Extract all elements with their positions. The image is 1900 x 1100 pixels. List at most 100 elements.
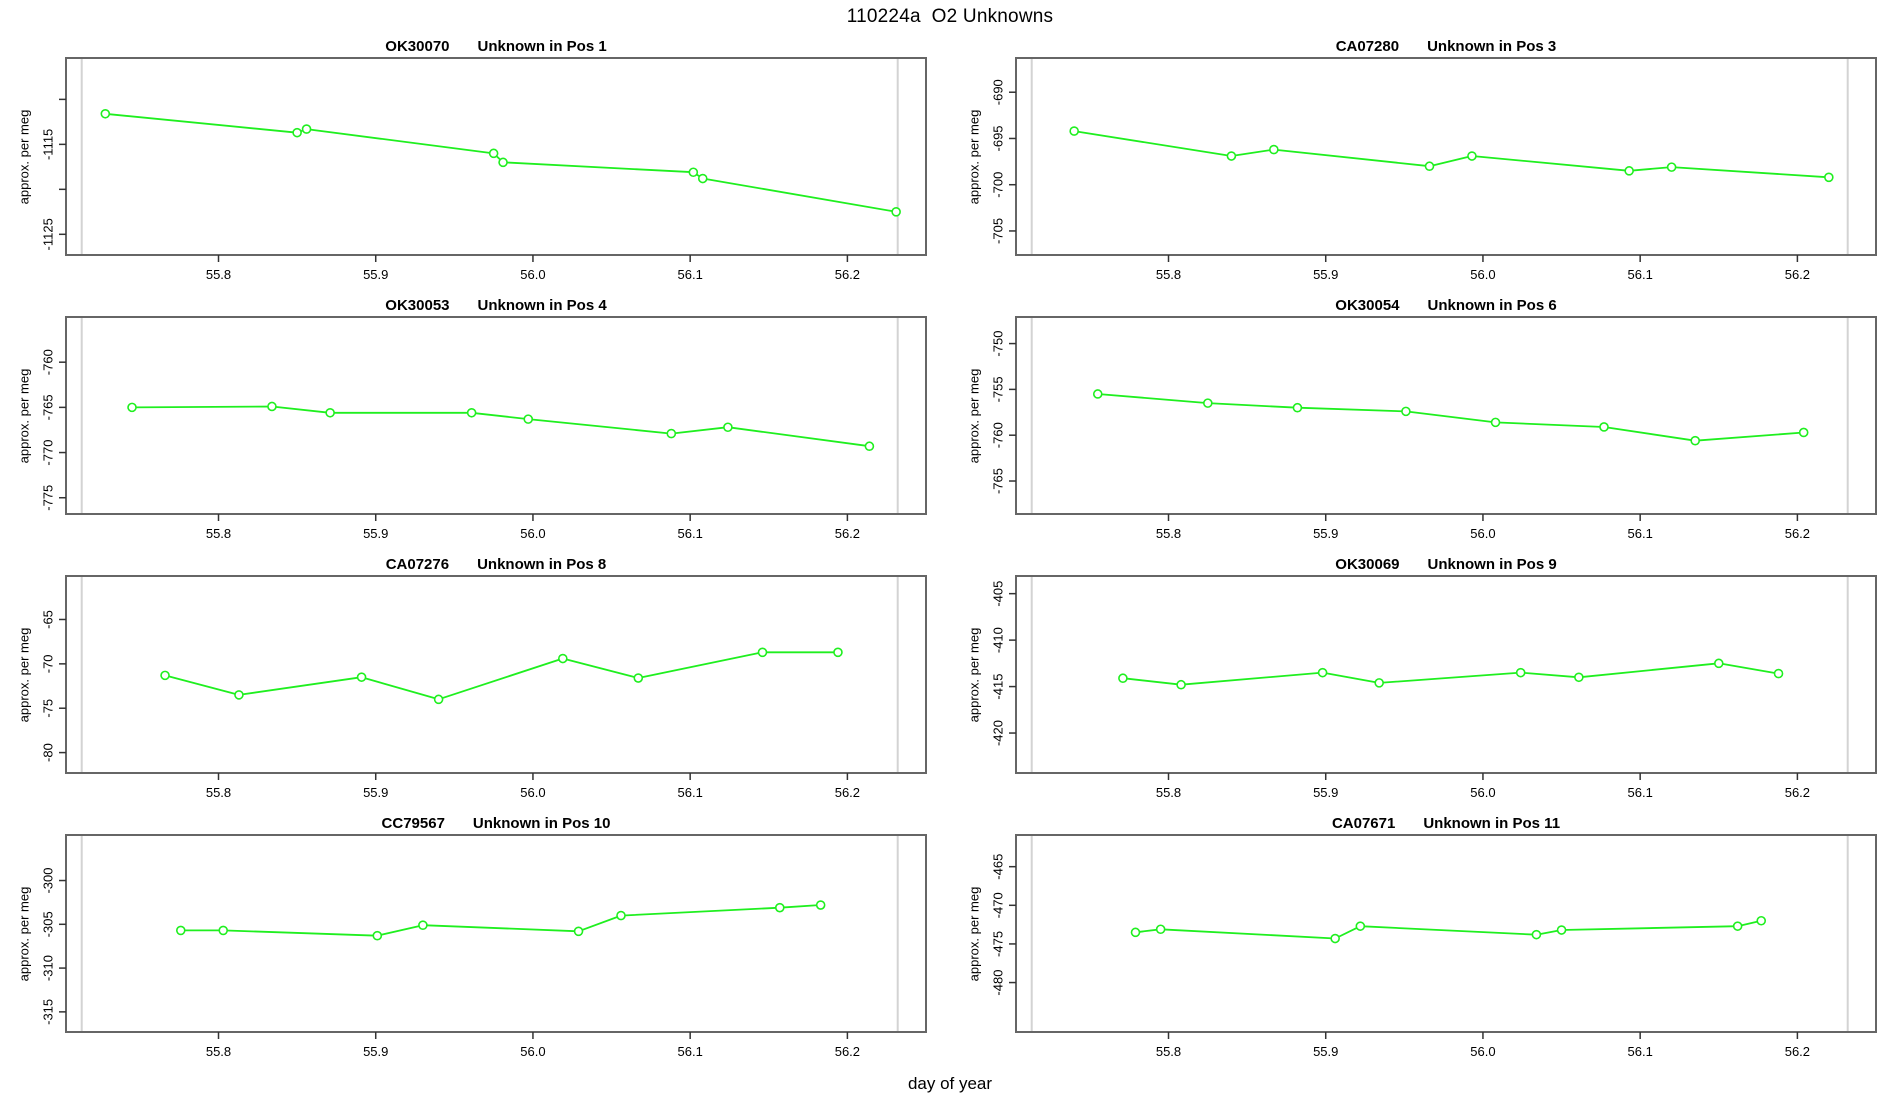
y-tick-label: -420	[991, 720, 1006, 746]
data-point	[325, 407, 335, 418]
y-tick-label: -1125	[41, 218, 56, 250]
data-point	[498, 157, 508, 168]
data-point	[1374, 678, 1384, 688]
y-tick-label: -465	[991, 854, 1006, 880]
data-point	[1226, 151, 1237, 161]
plot-title: OK30054 Unknown in Pos 6	[1016, 295, 1876, 316]
series-line	[1074, 130, 1829, 179]
data-point	[1317, 667, 1328, 678]
data-point	[688, 167, 699, 178]
data-point	[1424, 161, 1435, 172]
sample-id: OK30053	[385, 297, 450, 314]
x-tick-label: 56.1	[678, 785, 703, 800]
y-tick-label: -760	[991, 422, 1006, 448]
sample-id: CA07280	[1335, 38, 1400, 55]
data-point	[1490, 417, 1501, 428]
data-point	[356, 672, 367, 682]
x-tick-label: 55.9	[1313, 526, 1338, 541]
data-point	[466, 407, 477, 418]
series-line	[1097, 393, 1804, 442]
sample-id: CC79567	[381, 815, 445, 832]
subplot-ok30069-pos9: OK30069 Unknown in Pos 9 approx. per meg …	[950, 554, 1900, 813]
plot-box	[65, 316, 927, 515]
plot-title: CA07671 Unknown in Pos 11	[1016, 813, 1876, 834]
series-line	[1135, 919, 1762, 940]
sample-id: OK30069	[1335, 556, 1400, 573]
data-point	[523, 414, 534, 424]
x-tick-label: 56.1	[678, 526, 703, 541]
data-point	[558, 653, 568, 664]
sample-id: CA07671	[1331, 815, 1396, 832]
x-tick-label: 56.1	[1628, 267, 1653, 282]
plot-box	[65, 834, 927, 1033]
data-point	[633, 673, 644, 683]
x-tick-label: 55.9	[1313, 785, 1338, 800]
x-tick-label: 56.2	[835, 1044, 860, 1059]
x-tick-label: 55.9	[363, 785, 388, 800]
data-point	[1531, 929, 1542, 940]
x-tick-label: 55.9	[363, 267, 388, 282]
x-tick-label: 55.8	[1156, 267, 1181, 282]
x-tick-label: 55.9	[363, 526, 388, 541]
data-point	[757, 647, 768, 658]
plot-title: OK30069 Unknown in Pos 9	[1016, 554, 1876, 575]
y-tick-label: -405	[991, 581, 1006, 607]
plot-box	[1015, 57, 1877, 256]
x-tick-label: 56.2	[1785, 267, 1810, 282]
y-axis-label: approx. per meg	[966, 886, 982, 982]
x-tick-label: 56.0	[520, 785, 545, 800]
y-tick-label: -770	[41, 440, 56, 466]
data-point	[1624, 166, 1634, 176]
data-point	[1798, 427, 1809, 438]
plot-grid: OK30070 Unknown in Pos 1 approx. per meg …	[0, 36, 1900, 1072]
x-tick-label: 56.2	[835, 785, 860, 800]
x-tick-label: 56.0	[1470, 267, 1495, 282]
data-point	[1690, 435, 1700, 446]
pos-label: Unknown in Pos 10	[472, 815, 611, 832]
data-point	[267, 401, 277, 412]
main-title: 110224a O2 Unknowns	[846, 6, 1054, 27]
pos-label: Unknown in Pos 6	[1427, 297, 1557, 314]
series-line	[164, 651, 838, 701]
x-tick-label: 55.8	[206, 1044, 231, 1059]
series-line	[131, 405, 870, 448]
data-point	[127, 402, 137, 413]
y-tick-label: -65	[41, 610, 56, 629]
data-point	[666, 428, 677, 439]
y-tick-label: -410	[991, 627, 1006, 653]
data-point	[864, 441, 875, 452]
y-axis-label: approx. per meg	[966, 368, 982, 464]
subplot-ok30053-pos4: OK30053 Unknown in Pos 4 approx. per meg …	[0, 295, 950, 554]
y-tick-label: -690	[991, 79, 1006, 105]
x-tick-label: 55.8	[1156, 526, 1181, 541]
x-tick-label: 56.0	[520, 267, 545, 282]
data-point	[234, 690, 244, 700]
data-point	[573, 926, 584, 937]
plot-box	[65, 57, 927, 256]
sample-id: CA07276	[385, 556, 450, 573]
y-axis-label: approx. per meg	[16, 886, 32, 982]
y-tick-label: -1115	[41, 129, 56, 160]
data-point	[1713, 658, 1724, 669]
data-point	[100, 108, 111, 119]
plot-box	[1015, 575, 1877, 774]
data-point	[1773, 668, 1784, 679]
data-point	[1824, 172, 1834, 183]
data-point	[433, 694, 444, 705]
data-point	[1666, 162, 1677, 172]
data-point	[1203, 398, 1213, 408]
x-tick-label: 56.1	[1628, 785, 1653, 800]
subplot-ca07276-pos8: CA07276 Unknown in Pos 8 approx. per meg …	[0, 554, 950, 813]
data-point	[891, 207, 901, 217]
y-tick-label: -300	[41, 868, 56, 894]
data-point	[1092, 389, 1103, 399]
subplot-ok30054-pos6: OK30054 Unknown in Pos 6 approx. per meg …	[950, 295, 1900, 554]
x-tick-label: 56.1	[1628, 526, 1653, 541]
y-tick-label: -760	[41, 349, 56, 375]
data-point	[1574, 672, 1584, 683]
plot-area-pos11: -465 -470 -475 -480 55.8 55.9 56.0 56.1 56.2	[991, 834, 1877, 1059]
data-point	[372, 930, 383, 941]
plot-box	[1015, 834, 1877, 1033]
x-tick-label: 56.2	[1785, 1044, 1810, 1059]
x-tick-label: 56.2	[835, 526, 860, 541]
